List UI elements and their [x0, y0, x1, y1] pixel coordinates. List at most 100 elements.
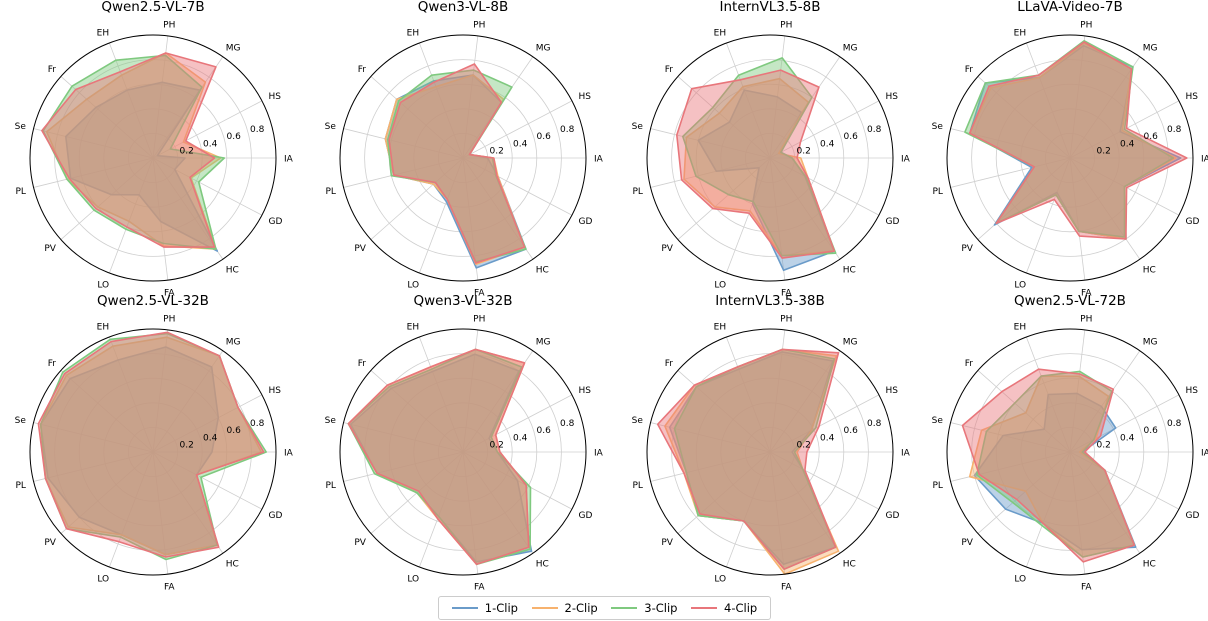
axis-label-fa: FA: [781, 583, 792, 593]
chart-title: Qwen2.5-VL-7B: [101, 0, 204, 15]
r-tick-label: 0.8: [867, 419, 882, 429]
series-1-clip-polygon: [349, 353, 533, 563]
axis-label-fa: FA: [474, 289, 485, 299]
legend-swatch-2-clip: [531, 607, 558, 609]
chart-title: Qwen3-VL-8B: [418, 0, 508, 15]
grid-spoke: [769, 451, 786, 575]
legend-swatch-4-clip: [691, 607, 718, 609]
grid-spoke: [1069, 451, 1141, 554]
axis-label-fa: FA: [1081, 583, 1092, 593]
legend-label-3-clip: 3-Clip: [644, 601, 678, 615]
axis-label-fr: Fr: [665, 359, 674, 369]
grid-spoke: [419, 451, 464, 568]
axis-label-eh: EH: [1014, 322, 1026, 332]
axis-label-ph: PH: [473, 20, 485, 30]
grid-spoke: [33, 451, 154, 482]
axis-label-mg: MG: [226, 43, 241, 53]
axis-label-gd: GD: [886, 511, 900, 521]
legend-item-2-clip: 2-Clip: [531, 601, 598, 615]
grid-spoke: [462, 157, 534, 260]
grid-spoke: [152, 451, 263, 510]
grid-spoke: [769, 157, 786, 281]
axis-label-hs: HS: [269, 386, 282, 396]
grid-spoke: [650, 128, 771, 159]
grid-spoke: [33, 422, 154, 453]
chart-title: Qwen2.5-VL-32B: [97, 293, 209, 309]
r-tick-label: 0.8: [1167, 125, 1182, 135]
outer-circle: [29, 34, 277, 282]
axis-label-ph: PH: [1080, 314, 1092, 324]
axis-label-pl: PL: [325, 481, 335, 491]
axis-label-fr: Fr: [965, 65, 974, 75]
axis-label-pv: PV: [961, 538, 973, 548]
axis-label-mg: MG: [536, 43, 551, 53]
series-3-clip-polygon: [681, 57, 837, 257]
axis-label-ph: PH: [780, 20, 792, 30]
axis-label-gd: GD: [269, 511, 283, 521]
axis-label-pl: PL: [632, 481, 642, 491]
axis-label-hs: HS: [269, 92, 282, 102]
grid-spoke: [60, 451, 154, 534]
series-1-clip-polygon: [65, 81, 219, 252]
axis-label-hc: HC: [226, 266, 239, 276]
grid-spoke: [343, 451, 464, 482]
axis-label-hc: HC: [843, 560, 856, 570]
outer-circle: [29, 328, 277, 576]
axis-label-se: Se: [632, 122, 644, 132]
axis-label-ia: IA: [284, 449, 294, 459]
axis-label-pl: PL: [932, 481, 942, 491]
axis-label-gd: GD: [579, 511, 593, 521]
axis-label-pv: PV: [354, 244, 366, 254]
axis-label-hc: HC: [1143, 266, 1156, 276]
axis-label-se: Se: [15, 122, 27, 132]
grid-spoke: [152, 451, 224, 554]
axis-label-fr: Fr: [358, 65, 367, 75]
axis-label-ia: IA: [1201, 155, 1208, 165]
legend-item-4-clip: 4-Clip: [691, 601, 757, 615]
outer-circle: [339, 34, 587, 282]
grid-spoke: [1026, 42, 1071, 159]
outer-circle: [946, 328, 1194, 576]
radar-chart-llava-video-7b: 0.2 0.4 0.6 0.8 IA HS MG PH EH Fr Se PL PV LO FA HC GD LL…: [932, 0, 1208, 299]
radar-chart-qwen2-5-vl-7b: 0.2 0.4 0.6 0.8 IA HS MG PH EH Fr Se PL PV LO FA HC GD Qw…: [15, 0, 294, 299]
axis-label-gd: GD: [1186, 511, 1200, 521]
grid-spoke: [977, 451, 1071, 534]
radar-chart-qwen2-5-vl-32b: 0.2 0.4 0.6 0.8 IA HS MG PH EH Fr Se PL PV LO FA HC GD Qw…: [15, 293, 294, 593]
axis-label-se: Se: [932, 122, 944, 132]
grid-spoke: [769, 451, 841, 554]
grid-spoke: [650, 157, 771, 188]
axis-label-lo: LO: [97, 575, 109, 585]
grid-spoke: [343, 422, 464, 453]
grid-spoke: [1069, 451, 1180, 510]
radar-chart-internvl3-5-8b: 0.2 0.4 0.6 0.8 IA HS MG PH EH Fr Se PL PV LO FA HC GD In…: [632, 0, 911, 299]
grid-spoke: [152, 394, 263, 453]
axis-label-mg: MG: [536, 337, 551, 347]
axis-label-mg: MG: [226, 337, 241, 347]
outer-circle: [339, 328, 587, 576]
axis-label-pv: PV: [661, 538, 673, 548]
grid-spoke: [152, 157, 169, 281]
axis-label-ia: IA: [594, 155, 604, 165]
r-tick-label: 0.6: [227, 132, 242, 142]
series-4-clip-polygon: [388, 63, 526, 264]
grid-spoke: [370, 76, 464, 159]
r-tick-label: 0.6: [1144, 132, 1159, 142]
series-3-clip-polygon: [347, 348, 532, 566]
grid-spoke: [726, 157, 771, 274]
grid-spoke: [977, 76, 1071, 159]
grid-spoke: [769, 451, 880, 510]
grid-spoke: [726, 451, 771, 568]
legend: 1-Clip 2-Clip 3-Clip 4-Clip: [438, 596, 771, 620]
grid-spoke: [1069, 56, 1141, 159]
grid-spoke: [726, 42, 771, 159]
r-tick-label: 0.8: [1167, 419, 1182, 429]
series-4-clip-polygon: [968, 41, 1188, 240]
grid-spoke: [419, 336, 464, 453]
axis-label-se: Se: [325, 122, 337, 132]
r-tick-label: 0.2: [180, 147, 194, 157]
grid-spoke: [1069, 394, 1180, 453]
axis-label-ph: PH: [163, 20, 175, 30]
axis-label-hc: HC: [226, 560, 239, 570]
grid-spoke: [462, 35, 479, 159]
